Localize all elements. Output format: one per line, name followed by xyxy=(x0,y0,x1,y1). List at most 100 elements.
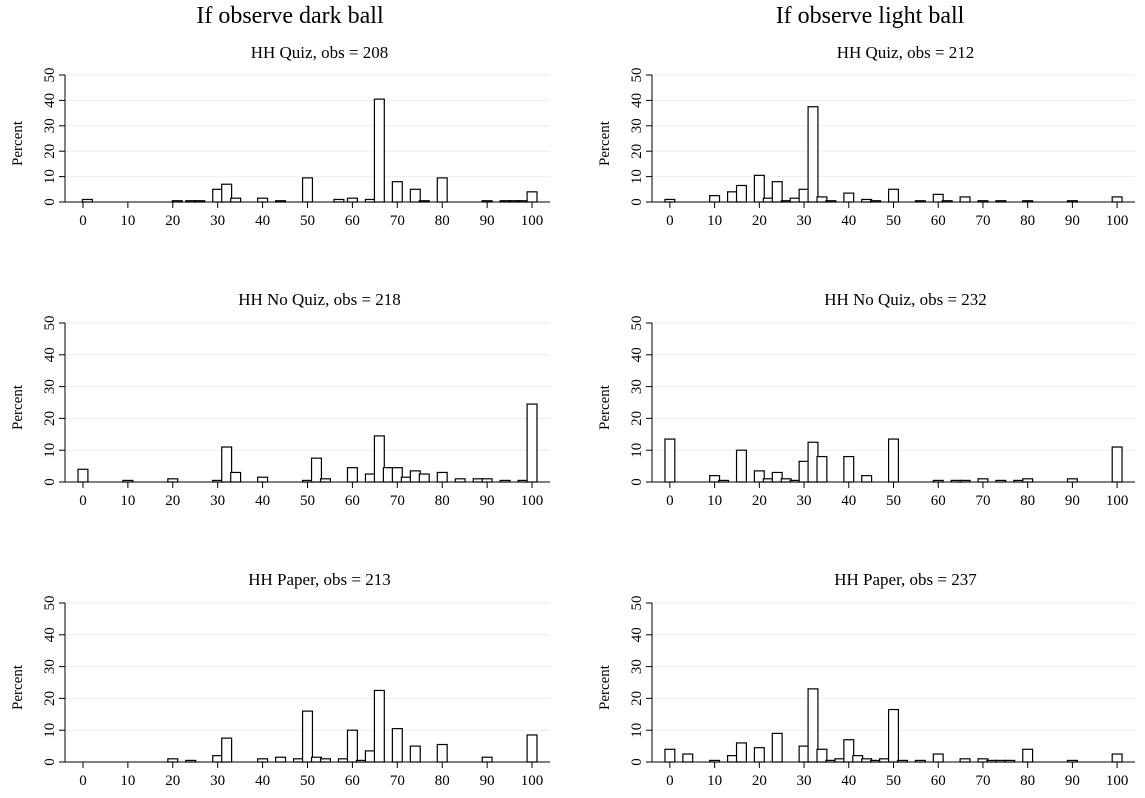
y-tick-label: 50 xyxy=(629,596,645,611)
y-tick-label: 40 xyxy=(629,347,645,362)
x-tick-label: 90 xyxy=(1065,213,1080,229)
histogram-bar xyxy=(409,745,421,763)
histogram-bar xyxy=(526,734,538,763)
x-tick-label: 10 xyxy=(707,773,722,789)
histogram-bar xyxy=(346,467,358,483)
x-tick-label: 60 xyxy=(931,493,946,509)
x-tick-label: 50 xyxy=(886,493,901,509)
x-tick-label: 40 xyxy=(255,773,270,789)
x-tick-label: 90 xyxy=(480,213,495,229)
y-tick-label: 30 xyxy=(629,118,645,133)
y-tick-label: 10 xyxy=(629,169,645,184)
y-tick-label: 20 xyxy=(629,691,645,706)
y-tick-label: 50 xyxy=(42,596,58,611)
x-tick-label: 20 xyxy=(165,773,180,789)
histogram-bar xyxy=(346,197,358,203)
histogram-bar xyxy=(418,473,430,483)
x-tick-label: 50 xyxy=(300,773,315,789)
panel-6: 0 10 20 30 40 50 60 70 80 90 100 0 10 20 30 40 50 Percent… xyxy=(597,570,1135,789)
y-tick-label: 0 xyxy=(629,758,645,766)
histogram-bar xyxy=(682,753,694,763)
x-tick-label: 0 xyxy=(666,213,674,229)
y-tick-label: 20 xyxy=(42,411,58,426)
histogram-bar xyxy=(664,438,676,483)
x-tick-label: 0 xyxy=(79,493,87,509)
y-axis-label: Percent xyxy=(597,120,613,166)
x-tick-label: 30 xyxy=(797,773,812,789)
x-tick-label: 60 xyxy=(345,773,360,789)
panel-5: 0 10 20 30 40 50 60 70 80 90 100 0 10 20 30 40 50 Percent… xyxy=(10,570,550,789)
x-tick-label: 100 xyxy=(521,213,544,229)
y-tick-label: 30 xyxy=(42,379,58,394)
y-tick-label: 10 xyxy=(42,443,58,458)
column-title-dark: If observe dark ball xyxy=(196,3,384,29)
histogram-bar xyxy=(346,729,358,763)
x-tick-label: 80 xyxy=(1020,493,1035,509)
y-axis-label: Percent xyxy=(10,384,26,430)
histogram-bar xyxy=(771,732,783,763)
x-tick-label: 70 xyxy=(390,493,405,509)
y-tick-label: 10 xyxy=(42,169,58,184)
x-tick-label: 10 xyxy=(707,493,722,509)
histogram-bar xyxy=(301,177,314,203)
histogram-bar xyxy=(664,748,676,763)
histogram-bar xyxy=(735,742,747,763)
x-tick-label: 60 xyxy=(931,213,946,229)
y-tick-label: 10 xyxy=(629,443,645,458)
x-tick-label: 30 xyxy=(210,493,225,509)
histogram-bar xyxy=(391,181,403,203)
histogram-bar xyxy=(1022,748,1034,763)
histogram-bar xyxy=(887,438,900,483)
histogram-bar xyxy=(816,455,828,483)
histogram-bar xyxy=(409,188,421,203)
histogram-bar xyxy=(1111,196,1123,203)
x-tick-label: 70 xyxy=(975,213,990,229)
y-axis-label: Percent xyxy=(597,384,613,430)
histogram-bar xyxy=(221,737,233,763)
histogram-bar xyxy=(843,455,855,483)
x-tick-label: 0 xyxy=(79,773,87,789)
panel-1: 0 10 20 30 40 50 60 70 80 90 100 0 10 20 30 40 50 Percent… xyxy=(10,43,550,229)
x-tick-label: 20 xyxy=(752,213,767,229)
y-tick-label: 30 xyxy=(42,118,58,133)
panel-title: HH Paper, obs = 213 xyxy=(248,570,391,589)
y-axis-label: Percent xyxy=(10,120,26,166)
x-tick-label: 90 xyxy=(480,773,495,789)
y-tick-label: 20 xyxy=(629,411,645,426)
histogram-bar xyxy=(932,753,944,763)
panel-title: HH No Quiz, obs = 232 xyxy=(824,290,987,309)
panel-2: 0 10 20 30 40 50 60 70 80 90 100 0 10 20 30 40 50 Percent… xyxy=(597,43,1135,229)
histogram-bar xyxy=(887,708,900,763)
y-tick-label: 20 xyxy=(629,144,645,159)
histogram-bar xyxy=(230,197,242,203)
y-tick-label: 20 xyxy=(42,691,58,706)
histogram-bar xyxy=(436,743,448,763)
panel-4: 0 10 20 30 40 50 60 70 80 90 100 0 10 20 30 40 50 Percent… xyxy=(597,290,1135,509)
panel-3: 0 10 20 30 40 50 60 70 80 90 100 0 10 20 30 40 50 Percent… xyxy=(10,290,550,509)
y-tick-label: 40 xyxy=(629,627,645,642)
y-tick-label: 10 xyxy=(42,723,58,738)
x-tick-label: 50 xyxy=(300,213,315,229)
x-tick-label: 30 xyxy=(210,773,225,789)
x-tick-label: 80 xyxy=(1020,213,1035,229)
x-tick-label: 80 xyxy=(435,493,450,509)
histogram-bar xyxy=(735,449,747,483)
x-tick-label: 20 xyxy=(165,213,180,229)
histogram-bar xyxy=(1111,446,1123,483)
histogram-bar xyxy=(301,710,314,763)
y-axis-label: Percent xyxy=(10,664,26,710)
x-tick-label: 50 xyxy=(300,493,315,509)
x-tick-label: 50 xyxy=(886,773,901,789)
histogram-bar xyxy=(861,475,873,483)
y-tick-label: 10 xyxy=(629,723,645,738)
x-tick-label: 20 xyxy=(752,493,767,509)
x-tick-label: 20 xyxy=(752,773,767,789)
histogram-bar xyxy=(735,184,747,203)
y-tick-label: 30 xyxy=(42,659,58,674)
x-tick-label: 60 xyxy=(931,773,946,789)
x-tick-label: 0 xyxy=(666,773,674,789)
x-tick-label: 100 xyxy=(521,773,544,789)
histogram-bar xyxy=(230,471,242,483)
histogram-bar xyxy=(373,98,385,203)
x-tick-label: 100 xyxy=(1106,213,1129,229)
